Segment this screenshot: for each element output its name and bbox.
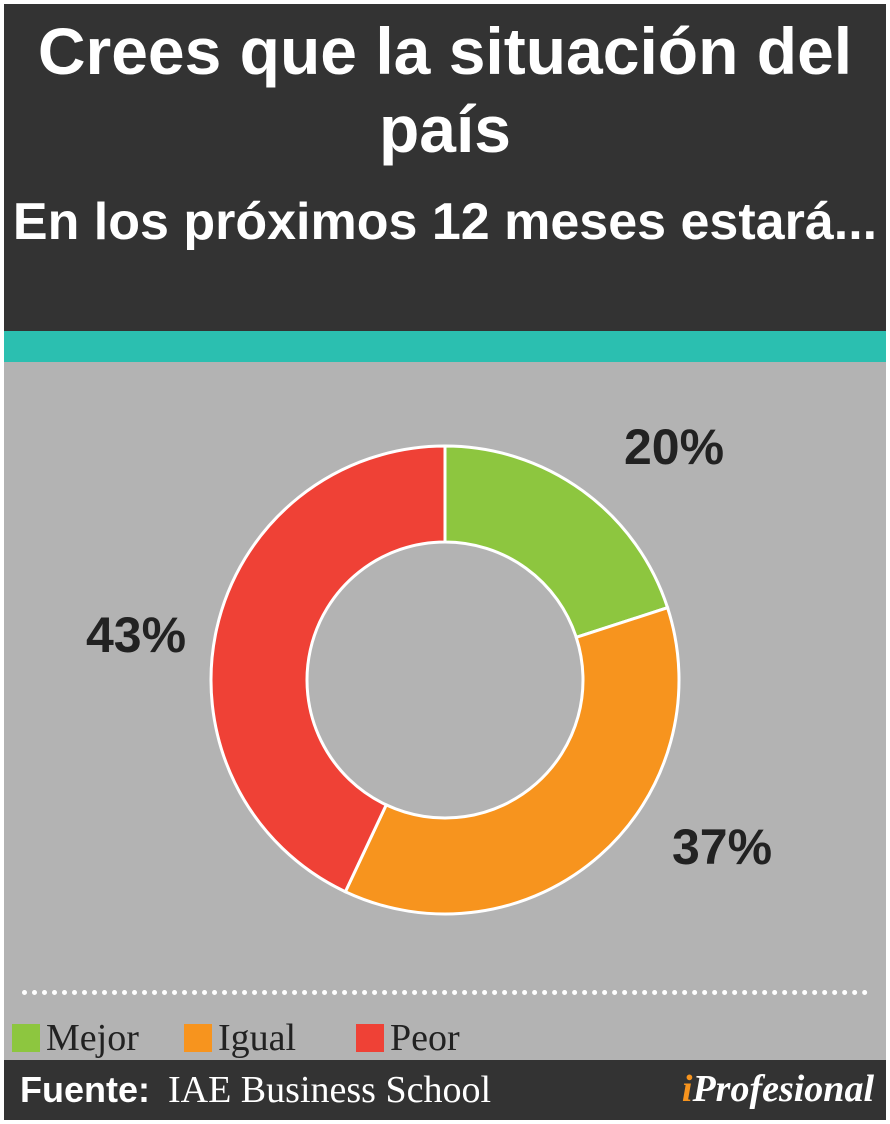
donut-slice-igual [343, 605, 681, 916]
data-label-mejor: 20% [624, 419, 724, 475]
data-label-igual: 37% [672, 819, 772, 875]
brand-logo-initial: i [681, 1068, 693, 1110]
legend-swatch-mejor [12, 1024, 40, 1052]
legend-label-igual: Igual [218, 1017, 297, 1059]
source-value: IAE Business School [168, 1069, 491, 1111]
legend-swatch-igual [184, 1024, 212, 1052]
source-label: Fuente: [20, 1069, 150, 1110]
brand-logo: iProfesional [682, 1066, 874, 1112]
footer: Fuente: IAE Business School iProfesional [4, 1060, 886, 1120]
legend-swatch-peor [356, 1024, 384, 1052]
accent-bar [4, 331, 886, 362]
donut-slice-mejor [443, 444, 670, 640]
legend-item-mejor: Mejor [12, 1016, 139, 1060]
brand-logo-rest: Profesional [692, 1068, 874, 1110]
dotted-divider [22, 990, 868, 995]
chart-subtitle: En los próximos 12 meses estará... [12, 193, 878, 251]
header: Crees que la situación del país En los p… [4, 4, 886, 331]
legend-item-igual: Igual [184, 1016, 296, 1060]
donut-chart: 20% 37% 43% [86, 419, 772, 916]
legend-label-peor: Peor [390, 1017, 460, 1059]
legend: Mejor Igual Peor [12, 1016, 882, 1060]
legend-label-mejor: Mejor [46, 1017, 139, 1059]
legend-item-peor: Peor [356, 1016, 460, 1060]
data-label-peor: 43% [86, 607, 186, 663]
chart-title: Crees que la situación del país [37, 14, 853, 166]
infographic: Crees que la situación del país En los p… [4, 4, 886, 1120]
donut-slice-peor [209, 444, 447, 894]
